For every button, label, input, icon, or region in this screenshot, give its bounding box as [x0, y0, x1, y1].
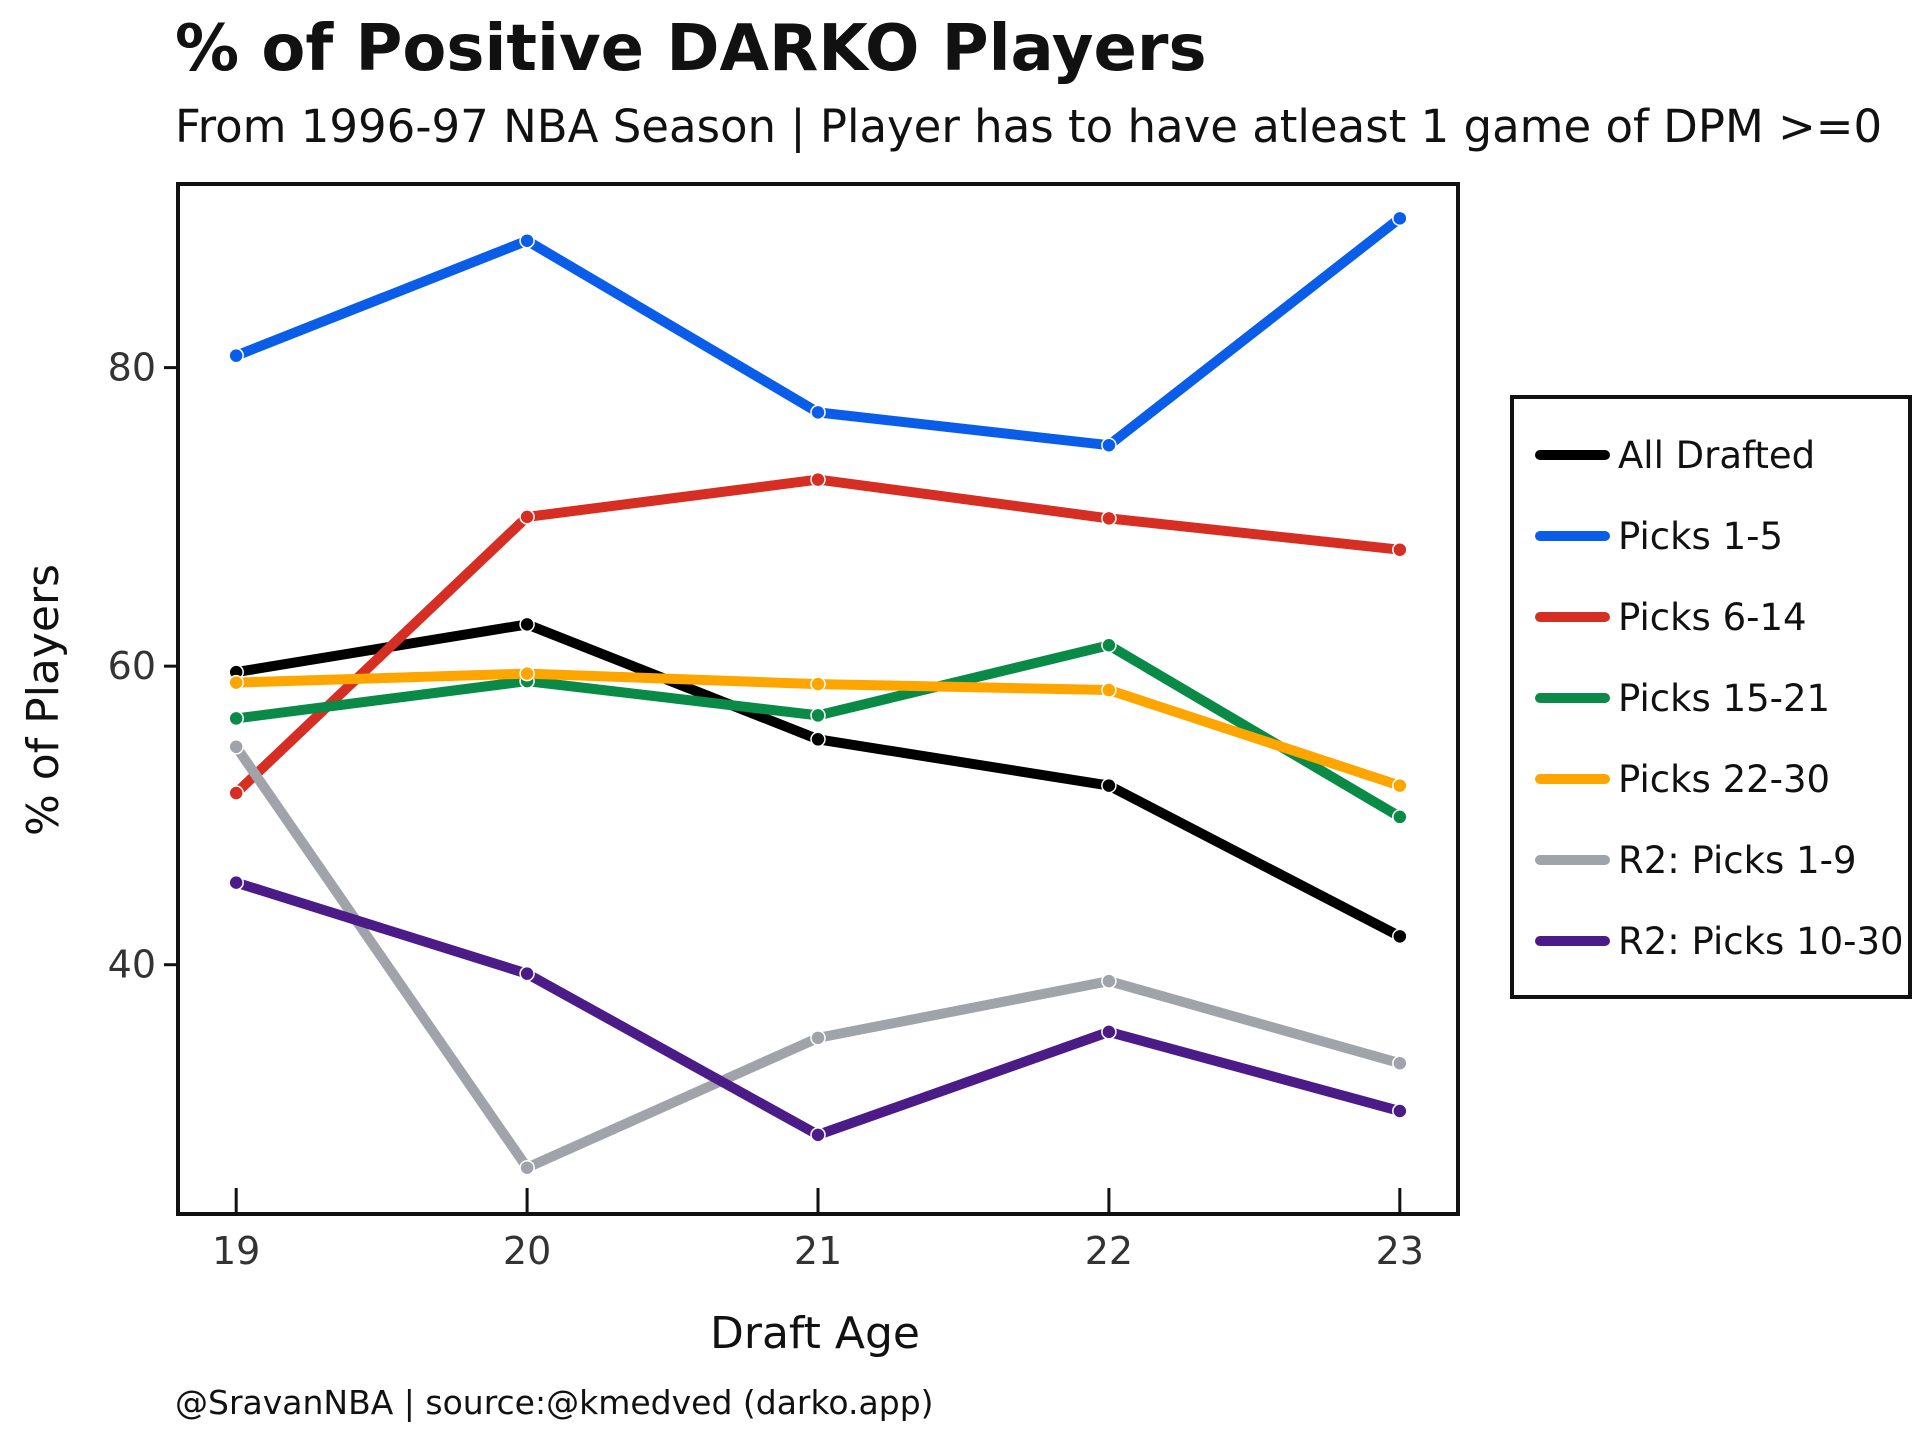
y-tick-label: 60: [108, 644, 156, 688]
x-tick-label: 21: [794, 1229, 842, 1273]
legend-label: All Drafted: [1618, 434, 1815, 477]
data-point: [228, 347, 244, 364]
data-point: [228, 710, 244, 727]
data-point: [810, 676, 826, 692]
series-lines: [228, 210, 1408, 1176]
y-axis-label: % of Players: [18, 564, 69, 836]
data-point: [810, 707, 826, 724]
data-point: [519, 616, 535, 633]
data-point: [1392, 928, 1408, 945]
data-point: [1101, 1024, 1117, 1040]
data-point: [1101, 682, 1117, 698]
data-point: [228, 874, 244, 891]
x-tick-label: 22: [1085, 1229, 1133, 1273]
data-point: [228, 785, 244, 801]
chart-subtitle: From 1996-97 NBA Season | Player has to …: [175, 100, 1883, 153]
y-tick-label: 80: [108, 346, 156, 390]
x-tick-label: 20: [503, 1229, 551, 1273]
legend-label: Picks 22-30: [1618, 758, 1830, 801]
series-line: [231, 741, 1405, 1173]
legend-label: Picks 6-14: [1618, 596, 1807, 639]
data-point: [810, 731, 826, 748]
data-point: [1392, 210, 1408, 227]
data-point: [1101, 637, 1117, 654]
x-tick-label: 23: [1376, 1229, 1424, 1273]
data-point: [810, 1030, 826, 1046]
legend-label: Picks 1-5: [1618, 515, 1783, 558]
series-line: [231, 619, 1405, 942]
x-axis-label: Draft Age: [710, 1308, 920, 1359]
data-point: [1101, 510, 1117, 527]
data-point: [1101, 973, 1117, 989]
data-point: [1101, 777, 1117, 794]
legend-label: R2: Picks 1-9: [1618, 839, 1857, 882]
data-point: [1392, 777, 1408, 794]
data-point: [519, 509, 535, 525]
data-point: [810, 404, 826, 421]
data-point: [810, 1127, 826, 1143]
y-tick-label: 40: [108, 943, 156, 987]
x-tick-label: 19: [212, 1229, 260, 1273]
y-axis: 40 60 80: [108, 346, 178, 987]
x-axis: 19 20 21 22 23: [212, 1188, 1424, 1273]
data-point: [228, 739, 244, 755]
data-point: [810, 471, 826, 488]
legend: All Drafted Picks 1-5 Picks 6-14 Picks 15-2…: [1535, 434, 1904, 963]
data-point: [1392, 1103, 1408, 1119]
data-point: [519, 232, 535, 249]
data-point: [228, 674, 244, 691]
data-point: [519, 1159, 535, 1176]
data-point: [1101, 437, 1117, 453]
legend-label: R2: Picks 10-30: [1618, 920, 1904, 963]
chart-title: % of Positive DARKO Players: [175, 12, 1207, 86]
data-point: [519, 965, 535, 982]
data-point: [1392, 541, 1408, 558]
data-point: [1392, 1055, 1408, 1071]
data-point: [519, 665, 535, 682]
credit-text: @SravanNBA | source:@kmedved (darko.app): [175, 1383, 934, 1422]
data-point: [1392, 809, 1408, 825]
legend-label: Picks 15-21: [1618, 677, 1830, 720]
